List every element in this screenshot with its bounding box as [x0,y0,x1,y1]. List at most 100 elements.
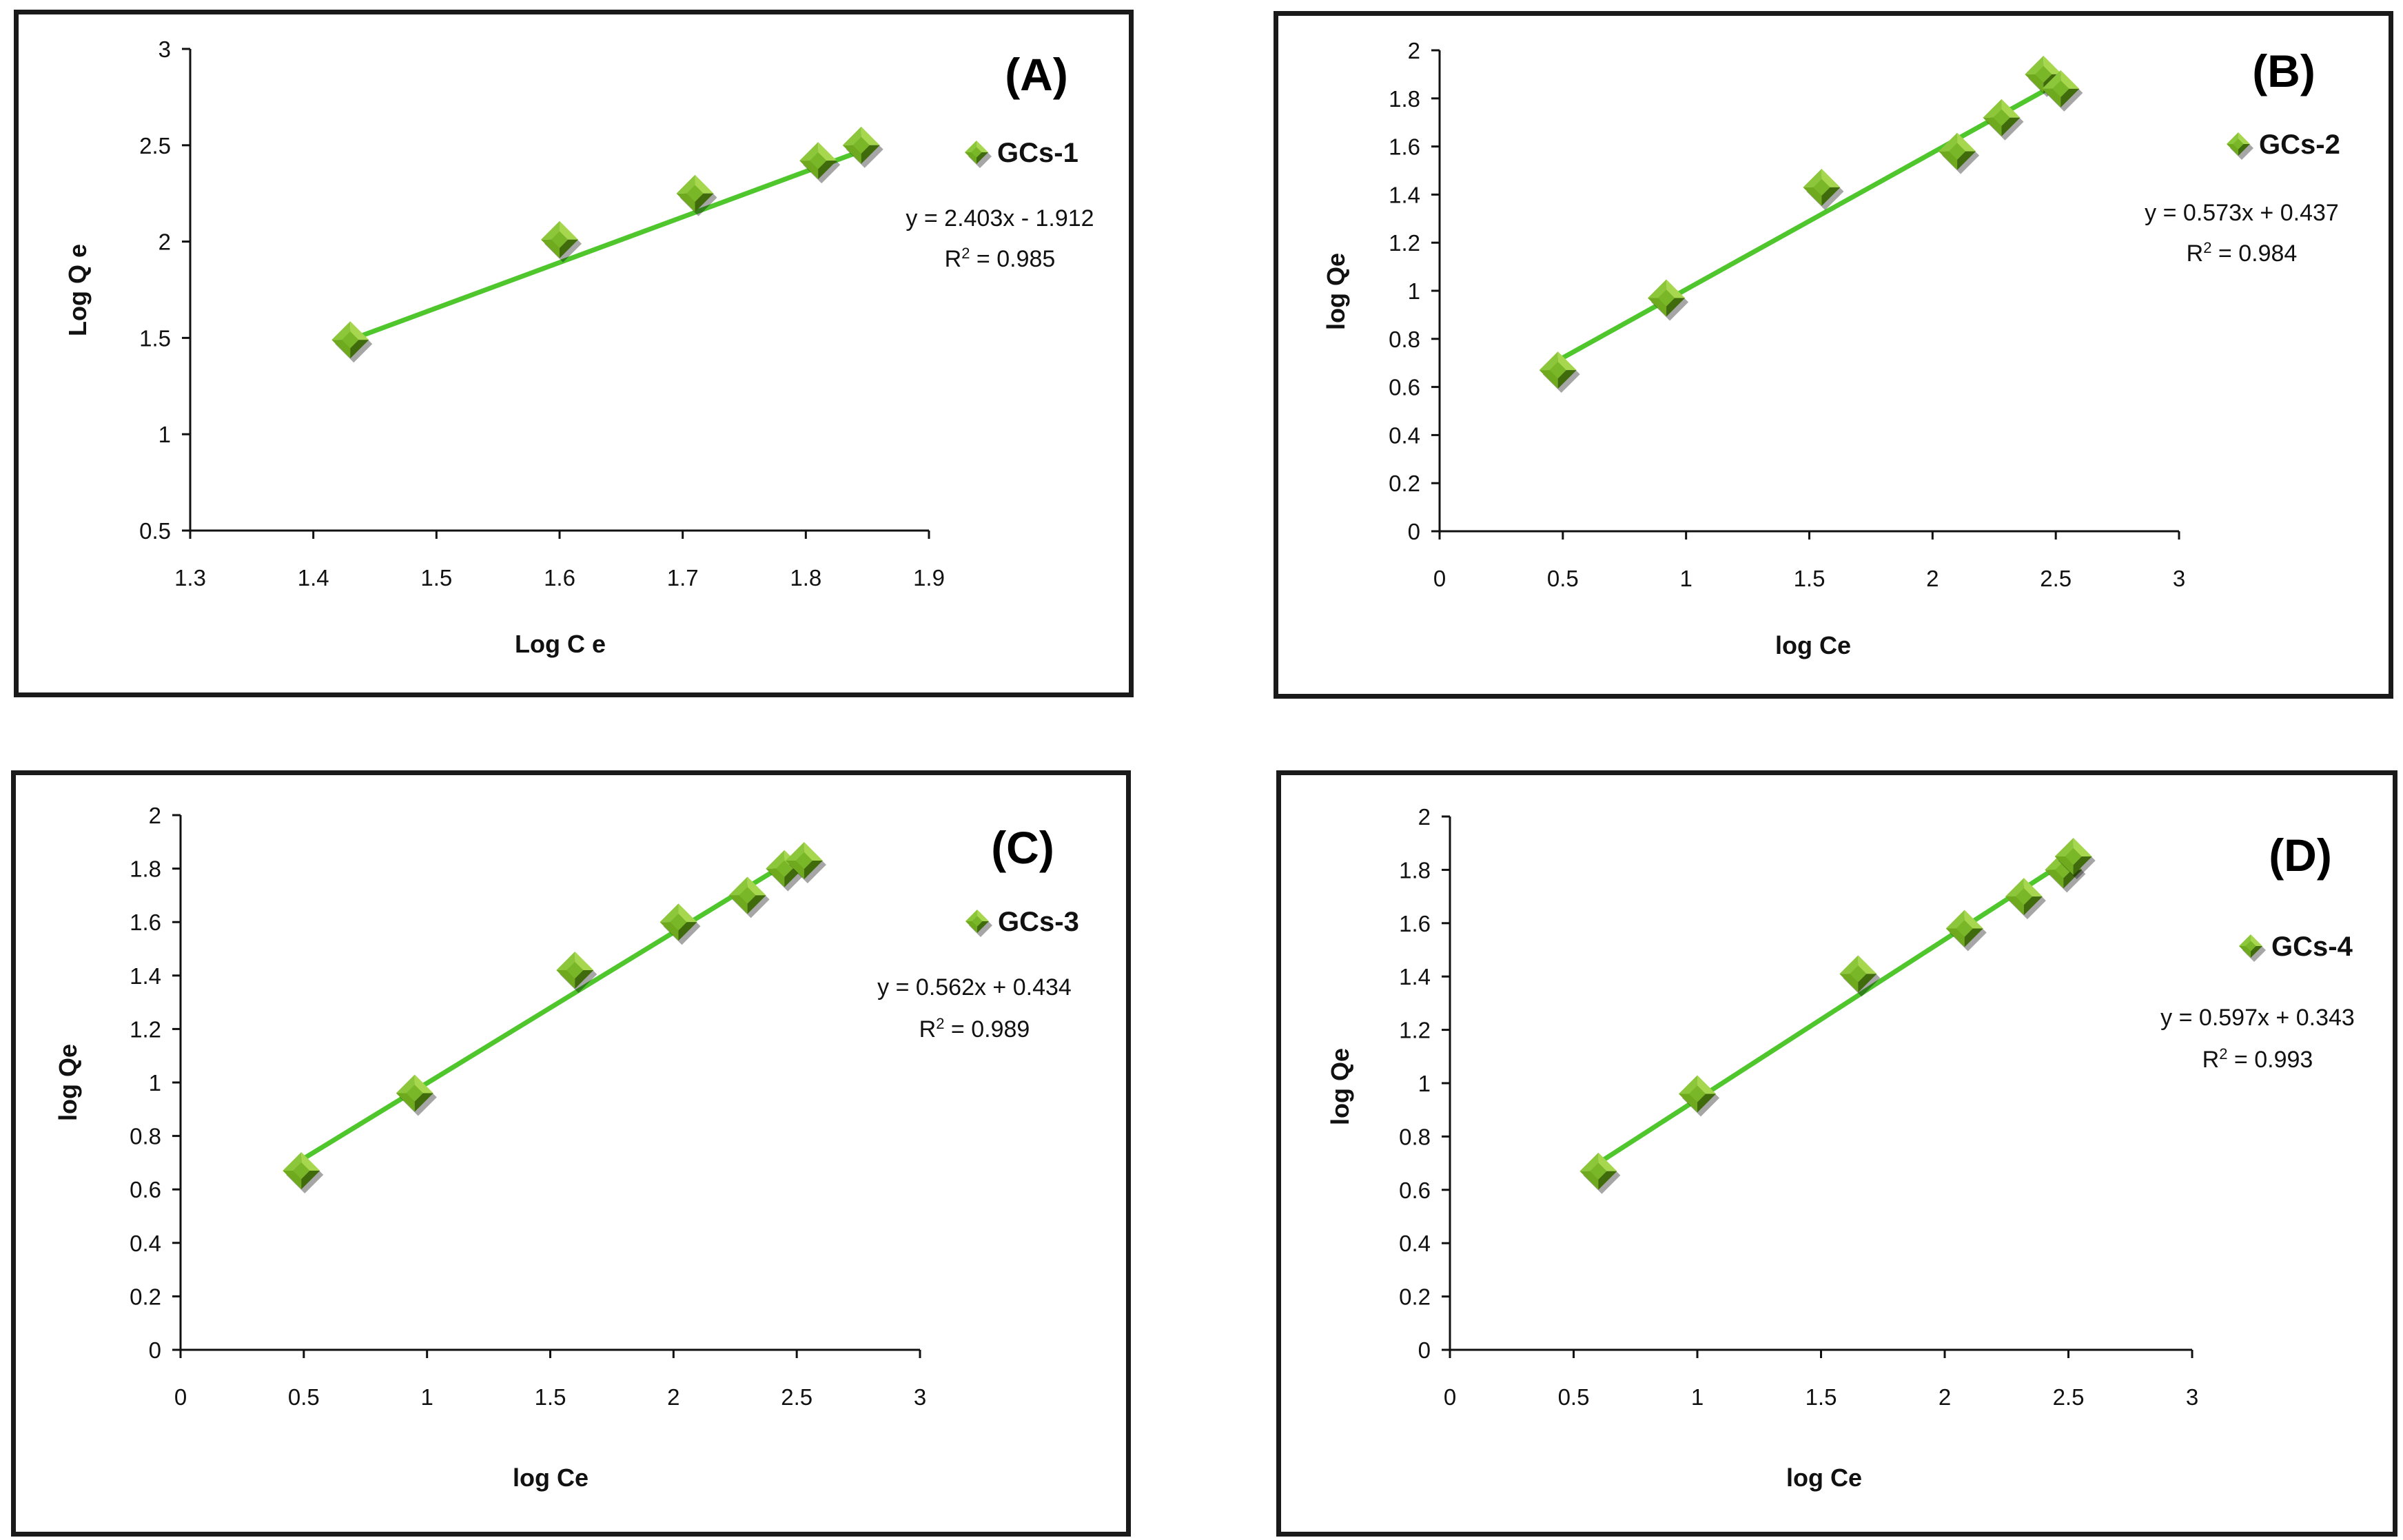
r2-exponent: 2 [961,245,970,262]
x-tick-label: 0.5 [1558,1384,1590,1410]
x-tick-label: 1 [1691,1384,1704,1410]
data-point [1679,1075,1719,1117]
x-axis-label: log Ce [1786,1464,1862,1492]
data-point [1648,279,1689,321]
x-tick-label: 1 [1679,566,1692,591]
y-tick-label: 1.4 [130,963,161,989]
y-tick-label: 2 [1418,804,1431,830]
legend-label: GCs-1 [997,138,1078,168]
y-tick-labels: 0 0.2 0.4 0.6 0.8 1 1.2 1.4 1.6 1.8 2 [1389,38,1420,544]
diamond-marker-icon [965,141,992,168]
y-axis-label: log Qe [1322,253,1350,330]
y-tick-labels: 0.5 1 1.5 2 2.5 3 [139,37,171,544]
data-point [541,220,582,263]
y-tick-labels: 0 0.2 0.4 0.6 0.8 1 1.2 1.4 1.6 1.8 2 [1399,804,1431,1363]
data-points [1539,55,2083,393]
x-tick-label: 1.3 [174,565,206,591]
r-squared-label: R2 = 0.984 [2187,239,2298,267]
data-point [799,142,841,184]
data-points [1579,838,2096,1194]
r2-symbol: R [2187,240,2204,267]
legend-diamond [965,141,992,168]
data-point [396,1074,437,1116]
diamond-marker-icon [965,910,992,937]
r-squared-label: R2 = 0.993 [2202,1045,2313,1074]
y-tick-label: 1.6 [1399,911,1431,936]
x-tick-label: 0.5 [288,1384,320,1410]
r2-exponent: 2 [2219,1045,2227,1062]
y-tick-label: 1.8 [1399,857,1431,883]
trendline-equation: y = 0.562x + 0.434 [877,974,1072,1000]
y-tick-label: 0.6 [1389,375,1420,400]
data-point [728,876,770,918]
y-tick-label: 0.8 [1389,327,1420,352]
x-tick-label: 2.5 [2053,1384,2085,1410]
x-tick-labels: 1.3 1.4 1.5 1.6 1.7 1.8 1.9 [174,565,945,591]
x-axis-label: log Ce [1775,631,1851,659]
chart-d-svg: 0 0.5 1 1.5 2 2.5 3 0 0.2 0.4 0.6 0.8 1 1.2 1.4 1.6 1.8… [1326,804,2355,1492]
x-tick-label: 1.4 [298,565,329,591]
trendline-equation: y = 0.597x + 0.343 [2160,1005,2355,1031]
x-tick-label: 2 [1926,566,1939,591]
diamond-marker-icon [2239,934,2266,962]
data-point [556,952,597,994]
legend-label: GCs-3 [998,907,1079,937]
x-tick-label: 3 [914,1384,926,1410]
data-points [283,841,826,1194]
data-points [331,126,883,363]
x-tick-labels: 0 0.5 1 1.5 2 2.5 3 [174,1384,926,1410]
x-tick-label: 1.9 [913,565,945,591]
chart-a-svg: 1.3 1.4 1.5 1.6 1.7 1.8 1.9 0.5 1 1.5 2 2.5 3 Log C… [63,37,1094,658]
data-point [2054,838,2096,880]
y-tick-label: 2.5 [139,133,171,158]
r2-symbol: R [2202,1047,2220,1073]
trendline-equation: y = 0.573x + 0.437 [2145,200,2339,226]
y-tick-label: 0.2 [1399,1284,1431,1310]
data-point [331,321,373,363]
r2-symbol: R [919,1016,937,1043]
legend: GCs-4 [2239,932,2353,962]
tick-marks [182,48,930,539]
chart-b-svg: 0 0.5 1 1.5 2 2.5 3 0 0.2 0.4 0.6 0.8 1 1.2 1.4 1.6 1.8… [1322,38,2340,659]
legend-diamond [2239,934,2266,962]
data-point [1945,910,1987,952]
x-tick-label: 0 [174,1384,187,1410]
y-tick-label: 0.6 [1399,1178,1431,1203]
y-tick-label: 1 [149,1070,161,1096]
r2-symbol: R [945,246,962,272]
y-tick-label: 0.8 [130,1124,161,1149]
x-tick-label: 1.5 [1806,1384,1837,1410]
y-tick-label: 1.8 [1389,86,1420,112]
x-tick-label: 2 [1939,1384,1951,1410]
legend: GCs-2 [2227,130,2340,160]
data-point [676,174,717,216]
tick-marks [1442,815,2194,1358]
y-tick-label: 0.5 [139,518,171,544]
linear-trendline [347,148,864,342]
trendline-group [1555,79,2063,363]
r2-exponent: 2 [2203,239,2211,256]
y-tick-label: 0.4 [1399,1231,1431,1256]
y-tick-label: 2 [149,803,161,828]
y-tick-label: 1.6 [1389,134,1420,160]
panel-title: (D) [2269,830,2332,881]
y-tick-label: 0.6 [130,1177,161,1202]
y-axis-label: log Qe [54,1044,82,1121]
legend: GCs-3 [965,907,1079,937]
y-tick-label: 1.4 [1399,964,1431,989]
x-tick-label: 1.7 [667,565,699,591]
y-axis-label: log Qe [1326,1048,1354,1125]
r-squared-label: R2 = 0.985 [945,245,1056,273]
chart-panel-a: 1.3 1.4 1.5 1.6 1.7 1.8 1.9 0.5 1 1.5 2 2.5 3 Log C… [14,10,1134,697]
y-tick-label: 0 [149,1337,161,1363]
y-tick-label: 1 [1408,278,1420,304]
x-tick-labels: 0 0.5 1 1.5 2 2.5 3 [1444,1384,2198,1410]
diamond-marker-icon [2227,132,2253,160]
chart-panel-d: 0 0.5 1 1.5 2 2.5 3 0 0.2 0.4 0.6 0.8 1 1.2 1.4 1.6 1.8… [1276,770,2397,1537]
r2-value: = 0.984 [2211,240,2297,267]
trendline-equation: y = 2.403x - 1.912 [906,205,1094,232]
data-point [1983,99,2024,141]
x-tick-labels: 0 0.5 1 1.5 2 2.5 3 [1433,566,2185,591]
y-tick-label: 1.2 [130,1016,161,1042]
legend-diamond [2227,132,2253,160]
